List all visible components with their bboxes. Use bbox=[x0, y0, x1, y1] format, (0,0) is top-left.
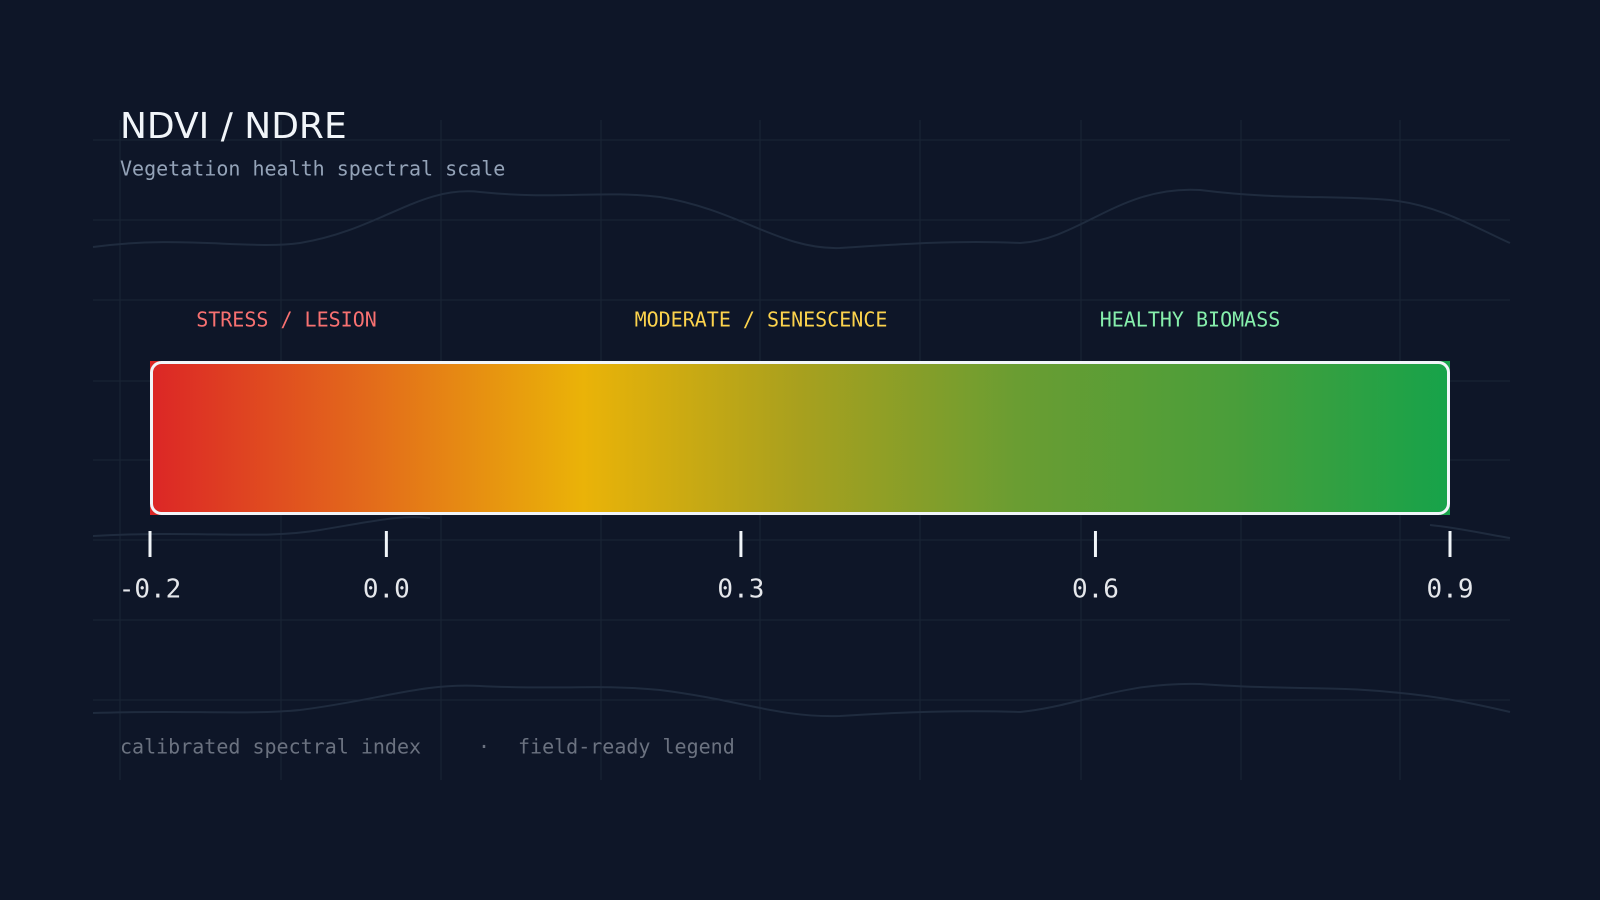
footer-text: calibrated spectral index bbox=[120, 735, 421, 759]
footer-separator: · bbox=[478, 735, 490, 759]
band-label: HEALTHY BIOMASS bbox=[1100, 308, 1281, 332]
band-label: STRESS / LESION bbox=[196, 308, 377, 332]
footer-text: field-ready legend bbox=[518, 735, 735, 759]
tick-label: 0.6 bbox=[1072, 575, 1119, 605]
colorbar-frame bbox=[150, 361, 1450, 515]
tick-label: 0.9 bbox=[1427, 575, 1474, 605]
tick-label: 0.0 bbox=[363, 575, 410, 605]
decor-waves bbox=[92, 188, 1511, 718]
tick-label: -0.2 bbox=[119, 575, 182, 605]
tick-label: 0.3 bbox=[717, 575, 764, 605]
chart-subtitle: Vegetation health spectral scale bbox=[120, 157, 505, 181]
colorbar bbox=[150, 361, 1450, 515]
chart-title: NDVI / NDRE bbox=[120, 106, 347, 147]
band-label: MODERATE / SENESCENCE bbox=[635, 308, 888, 332]
